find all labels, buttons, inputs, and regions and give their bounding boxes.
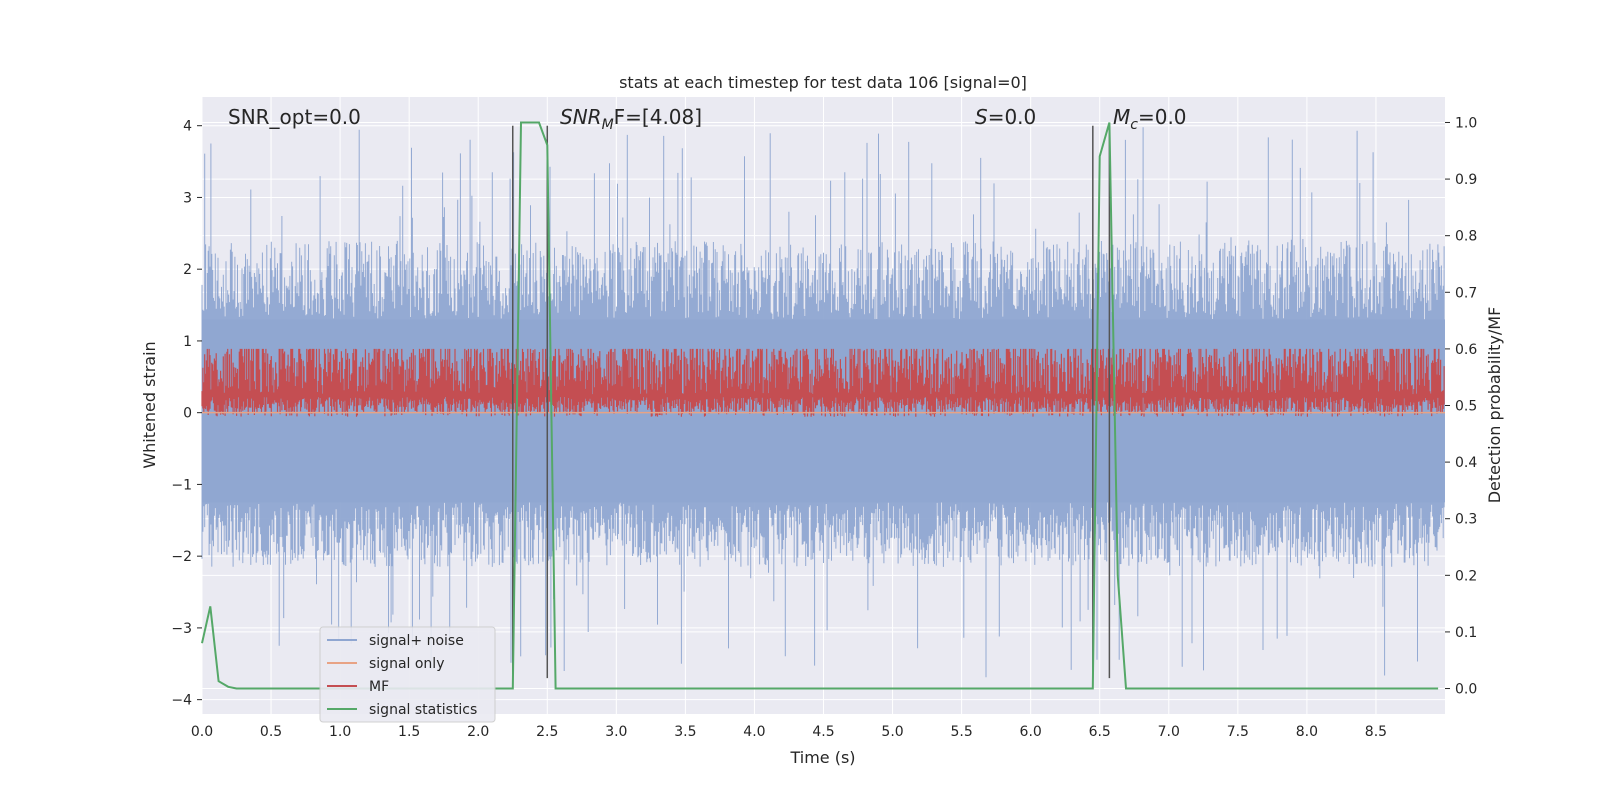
y-axis-label: Whitened strain [140,341,159,468]
chart-title: stats at each timestep for test data 106… [619,73,1027,92]
y-tick-label-6: 2 [183,262,192,278]
noise-series [201,127,1445,678]
x-tick-label-9: 4.5 [812,724,834,740]
legend: signal+ noise signal only MF signal stat… [319,626,496,723]
legend-label-signal-only: signal only [369,656,444,672]
y2-tick-label-6: 0.6 [1455,342,1477,358]
x-tick-label-5: 2.5 [536,724,558,740]
x-tick-label-11: 5.5 [950,724,972,740]
y2-tick-label-1: 0.1 [1455,625,1477,641]
y-tick-label-2: −2 [171,549,192,565]
x-tick-label-6: 3.0 [605,724,627,740]
mf-series [201,348,1445,417]
x-tick-label-8: 4.0 [743,724,765,740]
y2-tick-label-10: 1.0 [1455,115,1477,131]
y2-tick-label-4: 0.4 [1455,455,1477,471]
y2-axis-ticks: 0.0 0.1 0.2 0.3 0.4 0.5 0.6 0.7 0.8 0.9 1.0 [1445,115,1477,698]
x-tick-label-13: 6.5 [1089,724,1111,740]
x-tick-label-7: 3.5 [674,724,696,740]
x-tick-label-2: 1.0 [329,724,351,740]
y-tick-label-3: −1 [171,477,192,493]
annotation-snr-opt: SNR_opt=0.0 [228,105,361,129]
legend-box [319,626,496,723]
y-tick-label-1: −3 [171,621,192,637]
y-tick-label-7: 3 [183,190,192,206]
y2-tick-label-7: 0.7 [1455,285,1477,301]
y2-tick-label-5: 0.5 [1455,399,1477,415]
x-tick-label-4: 2.0 [467,724,489,740]
detection-vlines [512,125,1111,679]
x-tick-label-1: 0.5 [260,724,282,740]
y2-tick-label-2: 0.2 [1455,568,1477,584]
y2-tick-label-0: 0.0 [1455,682,1477,698]
x-tick-label-15: 7.5 [1227,724,1249,740]
legend-label-mf: MF [369,679,389,695]
y-tick-label-8: 4 [183,119,192,135]
y2-axis-label: Detection probability/MF [1485,307,1504,504]
x-axis-ticks: 0.0 0.5 1.0 1.5 2.0 2.5 3.0 3.5 4.0 4.5 5.0 5.5 6.0 6… [191,724,1387,740]
mf-trace [201,348,1445,417]
y-tick-label-0: −4 [171,693,192,709]
y2-tick-label-3: 0.3 [1455,512,1477,528]
legend-label-noise: signal+ noise [369,633,464,649]
signal-statistics-line [201,121,1439,690]
x-tick-label-0: 0.0 [191,724,213,740]
x-tick-label-14: 7.0 [1158,724,1180,740]
annotation-mc: Mc=0.0 [1113,105,1187,133]
legend-label-stat: signal statistics [369,702,477,718]
y2-tick-label-8: 0.8 [1455,229,1477,245]
annotation-s: S=0.0 [975,105,1036,129]
x-tick-label-12: 6.0 [1020,724,1042,740]
x-tick-label-17: 8.5 [1365,724,1387,740]
y-axis-ticks: −4 −3 −2 −1 0 1 2 3 4 [171,119,202,709]
x-tick-label-16: 8.0 [1296,724,1318,740]
y-tick-label-5: 1 [183,334,192,350]
y-tick-label-4: 0 [183,406,192,422]
x-tick-label-3: 1.5 [398,724,420,740]
annotation-snr-mf: SNRMF=[4.08] [560,105,702,133]
x-axis-label: Time (s) [789,748,855,767]
y2-tick-label-9: 0.9 [1455,172,1477,188]
x-tick-label-10: 5.0 [881,724,903,740]
